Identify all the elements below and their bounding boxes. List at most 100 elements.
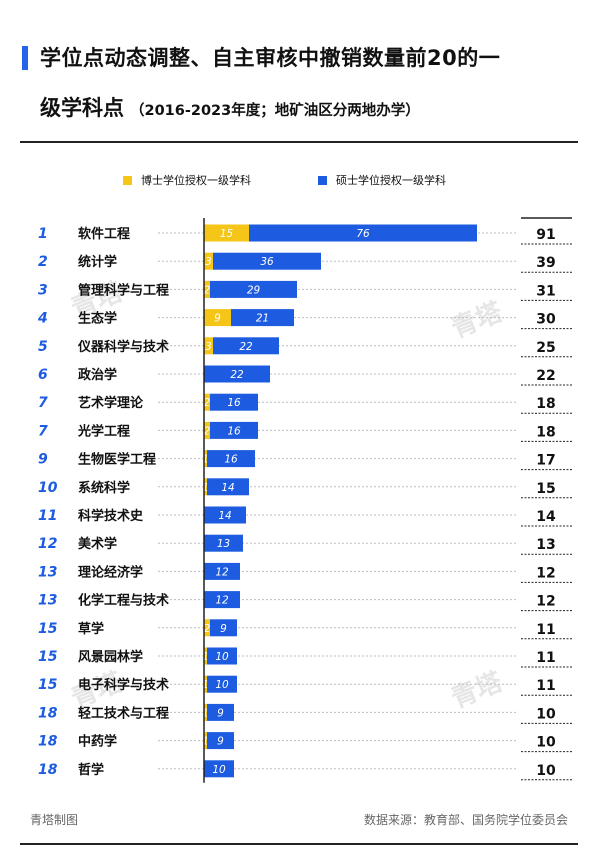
bar-label-doctoral: 9 — [214, 313, 221, 325]
bar-master — [249, 224, 477, 242]
bar-master — [213, 337, 279, 355]
bar-label-master: 13 — [217, 538, 230, 550]
total-label: 11 — [536, 622, 555, 638]
category-label: 生态学 — [78, 311, 117, 327]
footer-source: 数据来源：教育部、国务院学位委员会 — [363, 813, 568, 827]
bar-label-master: 22 — [239, 341, 253, 353]
footer-credit: 青塔制图 — [30, 813, 79, 827]
bar-master — [210, 393, 258, 411]
bar-master — [231, 309, 294, 327]
bar-master — [207, 647, 237, 665]
bar-label-master: 16 — [224, 454, 238, 466]
bar-label-doctoral: 2 — [204, 284, 211, 296]
rank-label: 18 — [38, 734, 58, 750]
bar-doctoral — [204, 619, 210, 637]
bar-doctoral — [204, 224, 249, 242]
bar-label-master: 14 — [218, 510, 231, 522]
bar-master — [207, 478, 249, 496]
rank-label: 3 — [38, 282, 48, 298]
total-label: 12 — [536, 594, 555, 610]
rank-label: 12 — [38, 536, 57, 552]
category-label: 软件工程 — [78, 226, 130, 242]
total-label: 15 — [536, 481, 555, 497]
rank-label: 5 — [38, 339, 48, 355]
bar-label-doctoral: 3 — [205, 341, 212, 353]
rank-label: 13 — [38, 593, 57, 609]
total-label: 10 — [536, 735, 556, 751]
bar-label-master: 9 — [220, 623, 227, 635]
total-label: 30 — [536, 312, 556, 328]
rank-label: 1 — [38, 226, 48, 242]
bar-label-master: 10 — [212, 764, 226, 776]
category-label: 理论经济学 — [78, 564, 143, 580]
bar-label-master: 36 — [260, 256, 274, 268]
bar-label-master: 9 — [217, 736, 224, 748]
chart-title: 学位点动态调整、自主审核中撤销数量前20的一 — [40, 46, 501, 70]
chart-title-main: 级学科点 — [40, 96, 124, 120]
chart-subtitle: （2016-2023年度；地矿油区分两地办学） — [130, 103, 420, 119]
category-label: 科学技术史 — [78, 508, 144, 524]
bar-label-master: 9 — [217, 707, 224, 719]
category-label: 美术学 — [78, 536, 117, 552]
bar-label-master: 12 — [215, 595, 229, 607]
bar-doctoral — [204, 421, 210, 439]
bar-label-doctoral: 1 — [202, 454, 209, 466]
bar-label-doctoral: 1 — [202, 651, 209, 663]
total-label: 25 — [536, 340, 555, 356]
total-label: 10 — [536, 706, 556, 722]
rank-label: 15 — [38, 677, 58, 693]
rank-label: 18 — [38, 705, 58, 721]
rank-label: 10 — [38, 480, 58, 496]
bar-doctoral — [204, 309, 231, 327]
bar-doctoral — [204, 393, 210, 411]
category-label: 化学工程与技术 — [78, 593, 169, 609]
total-label: 18 — [536, 424, 555, 440]
bar-label-master: 76 — [356, 228, 370, 240]
category-label: 管理科学与工程 — [78, 282, 169, 298]
total-label: 91 — [536, 227, 555, 243]
title-accent-bar — [22, 46, 28, 70]
bar-master — [207, 450, 255, 468]
rank-label: 4 — [37, 311, 48, 327]
bar-label-master: 22 — [230, 369, 244, 381]
rank-label: 18 — [38, 762, 58, 778]
legend-swatch-master — [318, 175, 327, 185]
bar-master — [204, 591, 240, 609]
bar-label-doctoral: 1 — [202, 736, 209, 748]
legend-label-master: 硕士学位授权一级学科 — [336, 174, 446, 187]
rank-label: 15 — [38, 621, 58, 637]
bar-master — [210, 280, 297, 298]
category-label: 统计学 — [78, 254, 117, 270]
bar-doctoral — [204, 280, 210, 298]
bar-master — [204, 760, 234, 778]
legend-item-doctoral: 博士学位授权一级学科 — [123, 172, 251, 188]
category-label: 电子科学与技术 — [78, 677, 169, 693]
bar-doctoral — [204, 450, 207, 468]
category-label: 艺术学理论 — [78, 395, 144, 411]
bar-label-master: 16 — [227, 397, 241, 409]
total-label: 22 — [536, 368, 555, 384]
bar-doctoral — [204, 647, 207, 665]
total-label: 10 — [536, 763, 556, 779]
bar-doctoral — [204, 252, 213, 270]
total-label: 11 — [536, 678, 555, 694]
bar-master — [213, 252, 321, 270]
category-label: 光学工程 — [77, 423, 130, 439]
rank-label: 9 — [38, 452, 48, 468]
total-label: 18 — [536, 396, 555, 412]
bar-label-doctoral: 3 — [205, 256, 212, 268]
top-rule — [20, 141, 578, 143]
total-label: 12 — [536, 565, 555, 581]
bar-label-master: 16 — [227, 425, 241, 437]
bar-master — [204, 562, 240, 580]
bar-doctoral — [204, 337, 213, 355]
bar-master — [210, 619, 237, 637]
bar-label-doctoral: 2 — [204, 623, 211, 635]
bar-label-master: 29 — [247, 284, 261, 296]
bar-label-doctoral: 1 — [202, 482, 209, 494]
bar-master — [207, 703, 234, 721]
total-label: 13 — [536, 537, 555, 553]
category-label: 中药学 — [78, 734, 117, 750]
bar-doctoral — [204, 703, 207, 721]
